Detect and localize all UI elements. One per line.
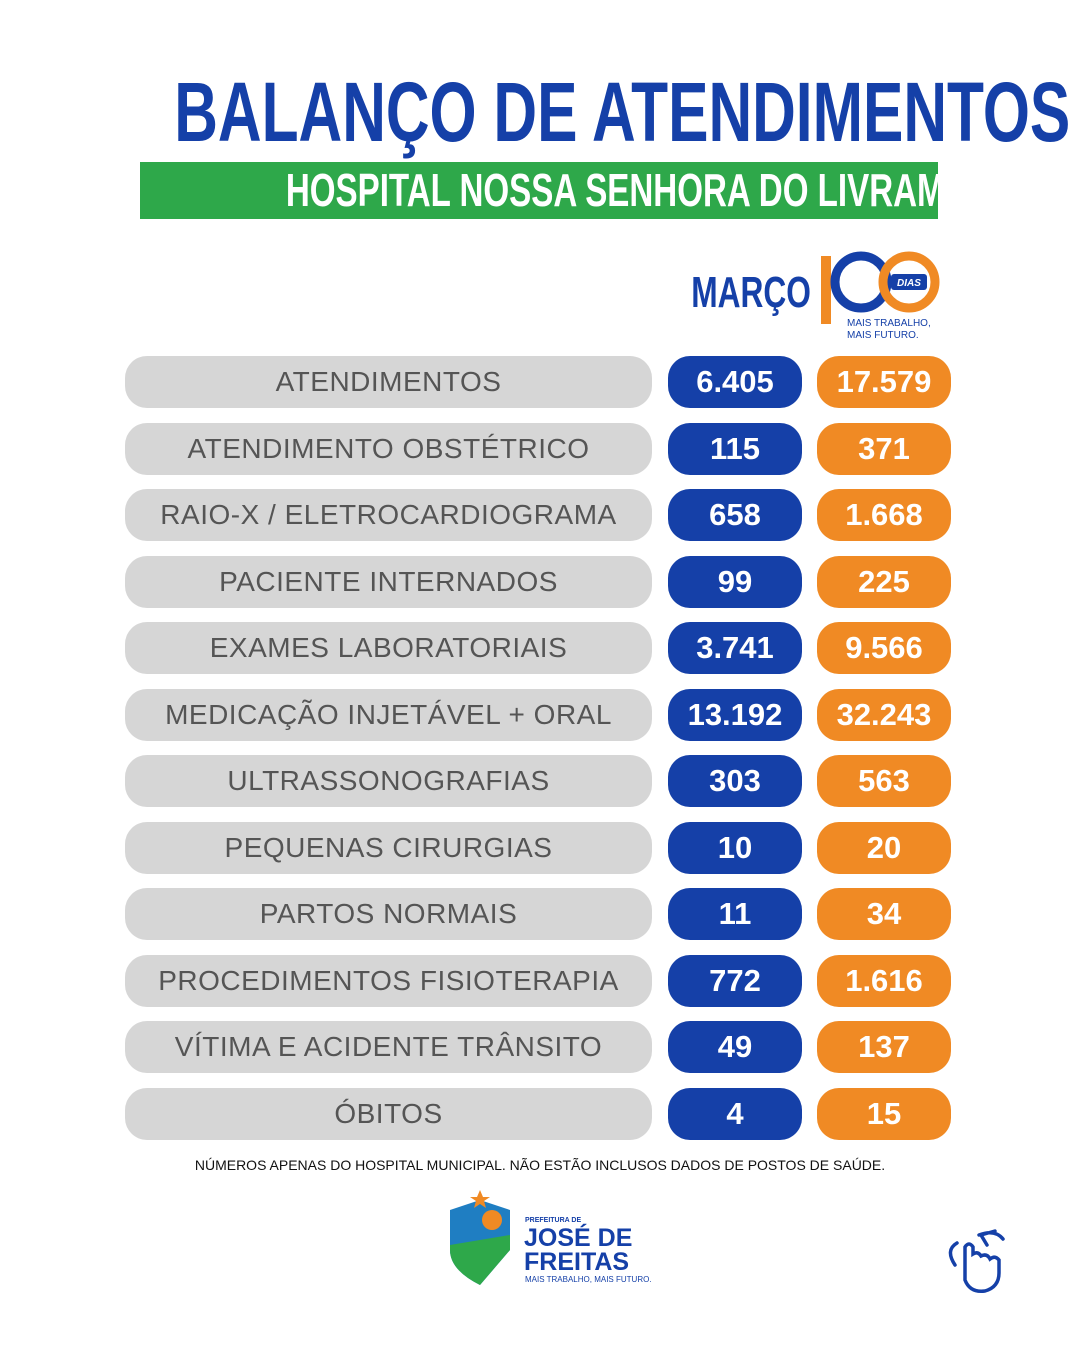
title: BALANÇO DE ATENDIMENTOS — [0, 62, 1080, 162]
crest — [482, 1210, 502, 1230]
subtitle-box — [140, 162, 938, 219]
badge-text: DIAS — [897, 278, 921, 289]
row-label: PARTOS NORMAIS — [125, 888, 652, 940]
crest — [450, 1235, 510, 1285]
hundred-days-value: 137 — [817, 1021, 951, 1073]
icon — [948, 1229, 1005, 1294]
march-value: 49 — [668, 1021, 802, 1073]
logo-shape — [891, 274, 927, 290]
hundred-days-value: 9.566 — [817, 622, 951, 674]
march-value: 3.741 — [668, 622, 802, 674]
logo-text: JOSÉ DE — [524, 1223, 632, 1252]
city-logo: PREFEITURA DE JOSÉ DE FREITAS MAIS TRABA… — [450, 1190, 652, 1285]
logo-text: FREITAS — [524, 1248, 629, 1276]
hundred-days-value: 563 — [817, 755, 951, 807]
swipe-icon — [948, 1229, 1005, 1294]
slogan-text: MAIS FUTURO. — [847, 330, 919, 341]
hundred-days-value: 20 — [817, 821, 951, 874]
row-label: VÍTIMA E ACIDENTE TRÂNSITO — [125, 1021, 652, 1073]
hundred-days-value: 15 — [817, 1087, 951, 1140]
march-value: 303 — [668, 755, 802, 807]
hundred-days-value: 371 — [817, 422, 951, 475]
row-label: EXAMES LABORATORIAIS — [125, 622, 652, 674]
subtitle: HOSPITAL NOSSA SENHORA DO LIVRAMENTO — [140, 162, 1036, 219]
row-label: ULTRASSONOGRAFIAS — [125, 755, 652, 807]
row-label: ÓBITOS — [125, 1087, 652, 1140]
month-header: MARÇO — [668, 268, 811, 318]
row-label: MEDICAÇÃO INJETÁVEL + ORAL — [125, 688, 652, 741]
crest-star — [470, 1190, 490, 1208]
hundred-days-value: 17.579 — [817, 356, 951, 408]
title-text: BALANÇO DE ATENDIMENTOS — [174, 65, 1071, 159]
logo-text: MAIS TRABALHO, MAIS FUTURO. — [525, 1275, 652, 1284]
march-value: 6.405 — [668, 356, 802, 408]
hundred-days-value: 1.668 — [817, 489, 951, 541]
march-value: 10 — [668, 821, 802, 874]
hundred-days-value: 225 — [817, 555, 951, 608]
footnote: NÚMEROS APENAS DO HOSPITAL MUNICIPAL. NÃ… — [194, 1157, 886, 1173]
march-value: 11 — [668, 888, 802, 940]
campaign-logo: DIAS MAIS TRABALHO, MAIS FUTURO. — [821, 251, 940, 341]
month-text: MARÇO — [691, 268, 811, 317]
march-value: 13.192 — [668, 688, 802, 741]
row-label: ATENDIMENTOS — [125, 356, 652, 408]
slogan-text: MAIS TRABALHO, — [847, 318, 931, 329]
logo-shape — [821, 256, 831, 324]
row-label: PACIENTE INTERNADOS — [125, 555, 652, 608]
march-value: 772 — [668, 954, 802, 1007]
logo-text: PREFEITURA DE — [525, 1217, 581, 1224]
row-label: ATENDIMENTO OBSTÉTRICO — [125, 422, 652, 475]
row-label: RAIO-X / ELETROCARDIOGRAMA — [125, 489, 652, 541]
logo-shape — [878, 251, 940, 313]
row-label: PROCEDIMENTOS FISIOTERAPIA — [125, 954, 652, 1007]
march-value: 4 — [668, 1087, 802, 1140]
row-label: PEQUENAS CIRURGIAS — [125, 821, 652, 874]
hundred-days-value: 1.616 — [817, 954, 951, 1007]
subtitle-text: HOSPITAL NOSSA SENHORA DO LIVRAMENTO — [285, 164, 1037, 216]
march-value: 658 — [668, 489, 802, 541]
hundred-days-value: 34 — [817, 888, 951, 940]
march-value: 115 — [668, 422, 802, 475]
march-value: 99 — [668, 555, 802, 608]
hundred-days-value: 32.243 — [817, 688, 951, 741]
